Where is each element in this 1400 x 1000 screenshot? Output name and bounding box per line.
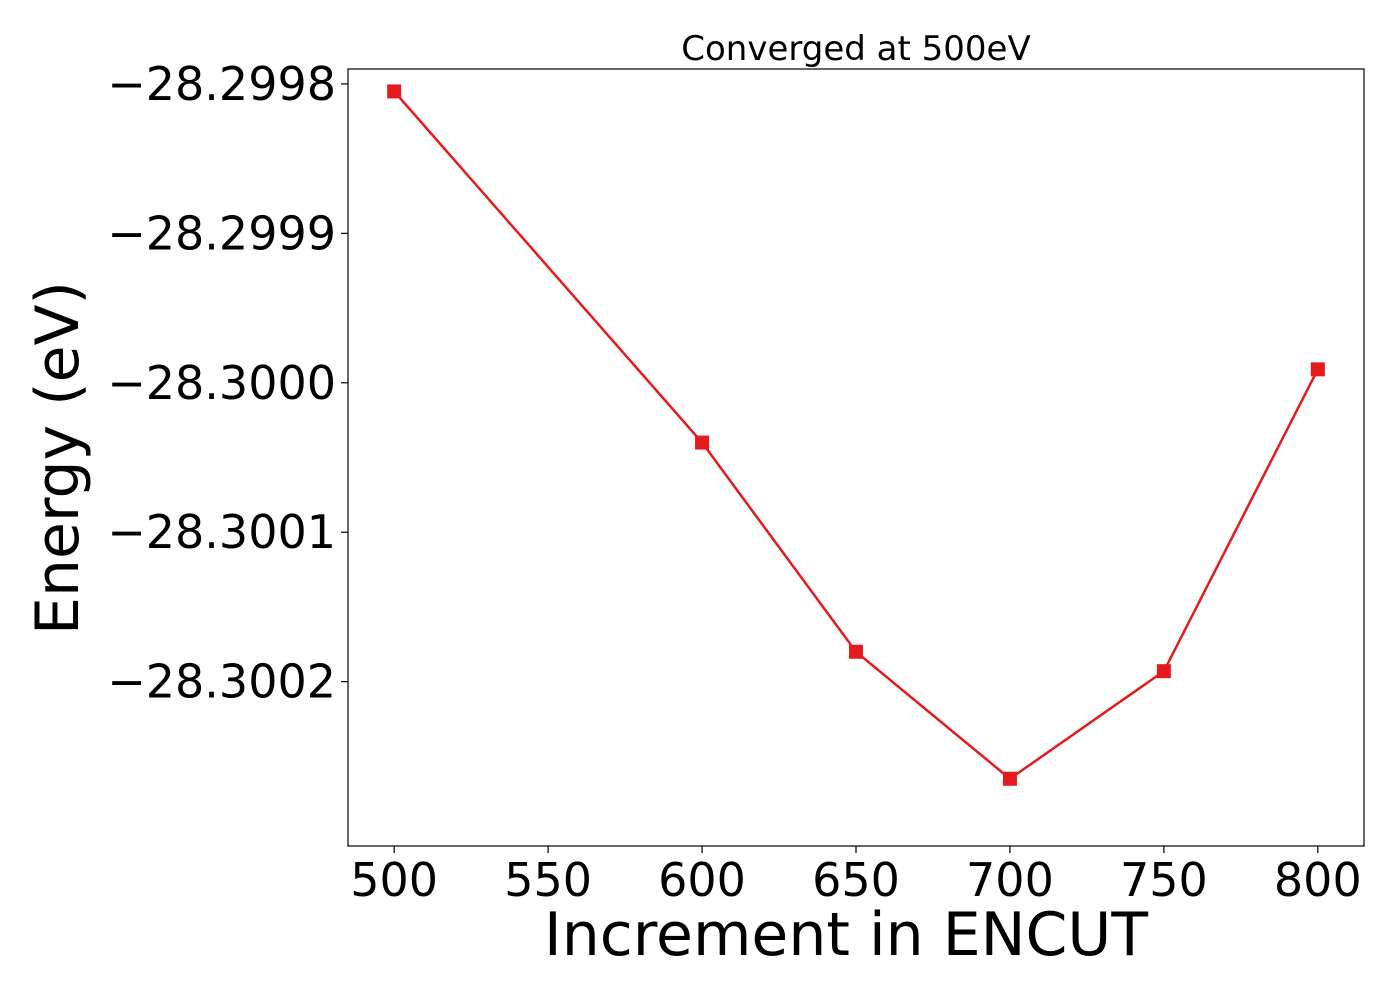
- y-tick-label: −28.3000: [107, 356, 336, 410]
- y-axis-label: Energy (eV): [23, 281, 93, 635]
- x-tick-label: 650: [812, 853, 900, 907]
- series-line: [393, 90, 1319, 781]
- x-tick-label: 750: [1120, 853, 1208, 907]
- y-axis-ticks: −28.2998 −28.2999 −28.3000 −28.3001 −28.3002: [107, 57, 348, 709]
- x-axis-label: Increment in ENCUT: [544, 900, 1148, 970]
- data-point-marker: [849, 644, 863, 659]
- y-tick-label: −28.2998: [107, 57, 336, 111]
- y-tick-label: −28.2999: [107, 206, 336, 260]
- y-tick-label: −28.3002: [107, 655, 336, 709]
- y-tick-label: −28.3001: [107, 505, 336, 559]
- x-tick-label: 600: [658, 853, 746, 907]
- data-point-marker: [387, 84, 402, 99]
- x-axis-ticks: 500 550 600 650 700 750 800: [350, 846, 1362, 907]
- x-tick-label: 800: [1274, 853, 1362, 907]
- series-layer: [387, 84, 1325, 786]
- data-point-marker: [1310, 362, 1325, 377]
- x-tick-label: 700: [966, 853, 1054, 907]
- x-tick-label: 500: [350, 853, 438, 907]
- data-point-marker: [695, 435, 710, 450]
- x-tick-label: 550: [504, 853, 592, 907]
- data-point-marker: [1156, 664, 1171, 679]
- plot-area: [347, 68, 1365, 847]
- chart-title: Converged at 500eV: [681, 29, 1030, 69]
- data-point-marker: [1002, 771, 1017, 786]
